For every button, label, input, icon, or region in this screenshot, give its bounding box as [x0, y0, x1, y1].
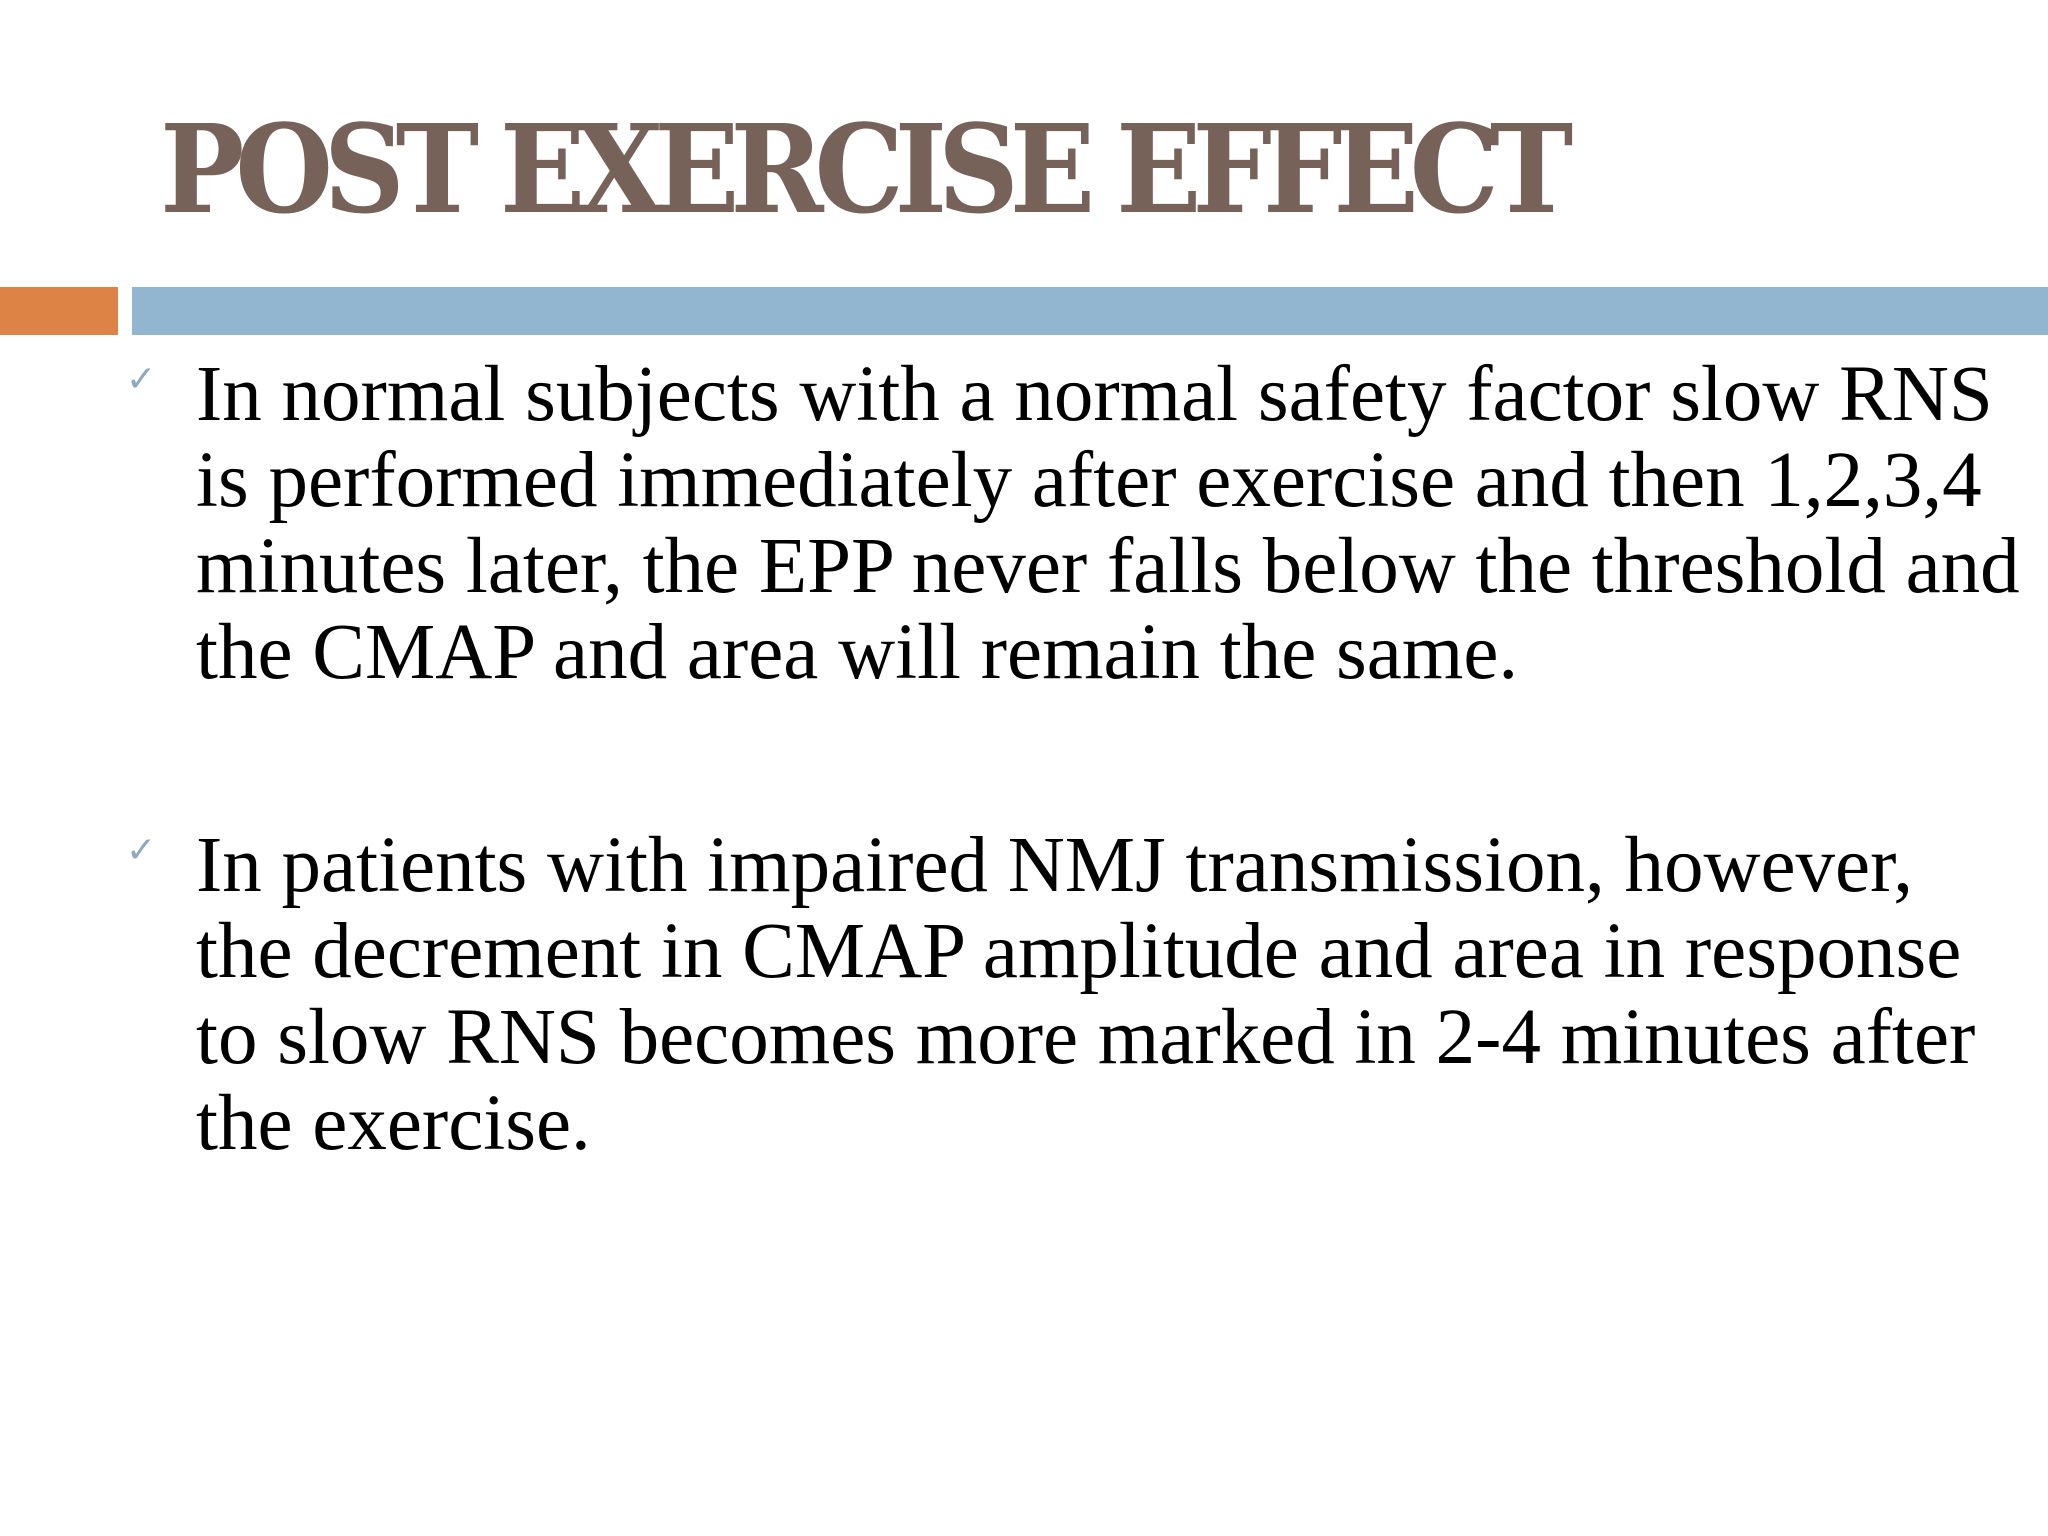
slide-title: POST EXERCISE EFFECT — [160, 97, 1573, 241]
bullet-item: ✓ In normal subjects with a normal safet… — [120, 352, 2020, 696]
accent-bar — [0, 287, 118, 335]
bullet-text: In normal subjects with a normal safety … — [196, 351, 2020, 696]
check-icon: ✓ — [126, 359, 157, 400]
check-icon: ✓ — [126, 830, 157, 871]
bullet-item: ✓ In patients with impaired NMJ transmis… — [120, 823, 2020, 1167]
bullet-text: In patients with impaired NMJ transmissi… — [196, 822, 1976, 1167]
bullet-list: ✓ In normal subjects with a normal safet… — [120, 352, 2020, 1167]
title-rule-bar — [132, 287, 2048, 335]
